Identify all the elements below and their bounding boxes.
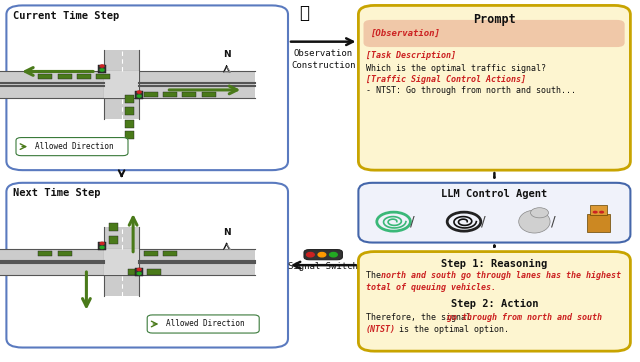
Text: Observation
Construction: Observation Construction [291,49,355,70]
FancyBboxPatch shape [358,252,630,351]
FancyBboxPatch shape [6,183,288,348]
Bar [58,74,72,79]
Text: total of queuing vehicles.: total of queuing vehicles. [366,283,496,292]
Circle shape [531,208,548,218]
Bar [109,223,118,231]
FancyBboxPatch shape [358,5,630,170]
Bar [104,227,140,296]
Bar [125,107,134,115]
Bar [58,251,72,256]
Text: /: / [410,215,415,229]
Bar [0,249,255,275]
Bar [590,205,607,215]
Bar [104,71,140,97]
Text: Signal Switch: Signal Switch [288,261,358,270]
Circle shape [100,246,104,248]
Ellipse shape [519,210,550,233]
Text: /: / [551,215,556,229]
Bar [99,65,106,73]
Bar [136,268,143,276]
Text: is the optimal option.: is the optimal option. [394,325,509,334]
Bar [125,94,134,102]
FancyBboxPatch shape [6,5,288,170]
Circle shape [318,253,326,257]
Text: Therefore, the signal: Therefore, the signal [366,313,476,322]
Text: (NTST): (NTST) [366,325,396,334]
Bar [99,242,106,250]
Text: north and south go through lanes has the highest: north and south go through lanes has the… [381,272,621,281]
Bar [147,269,161,274]
Text: /: / [481,215,485,229]
Text: Step 2: Action: Step 2: Action [451,299,538,309]
Circle shape [138,91,141,93]
FancyBboxPatch shape [147,315,259,333]
Text: The: The [366,272,386,281]
Bar [136,91,143,99]
Bar [104,50,140,119]
Circle shape [138,272,141,274]
Bar [128,269,142,274]
Bar [96,74,110,79]
Bar [109,236,118,244]
FancyBboxPatch shape [304,250,342,260]
Text: [Task Description]: [Task Description] [366,51,456,60]
Circle shape [307,253,314,257]
Text: N: N [223,50,230,59]
Text: LLM Control Agent: LLM Control Agent [441,189,548,199]
Bar [144,92,158,97]
Bar [163,92,177,97]
Circle shape [593,211,598,214]
FancyBboxPatch shape [16,138,128,156]
Text: Next Time Step: Next Time Step [13,188,100,198]
Bar [587,214,610,232]
Circle shape [138,268,141,270]
Bar [125,120,134,128]
Text: go through from north and south: go through from north and south [447,313,602,322]
Bar [104,249,140,275]
Text: 🔍: 🔍 [299,4,309,22]
Bar [144,251,158,256]
Bar [202,92,216,97]
Bar [77,74,91,79]
Circle shape [138,95,141,97]
Bar [182,92,196,97]
FancyBboxPatch shape [364,20,625,47]
Text: Allowed Direction: Allowed Direction [35,142,114,151]
Circle shape [330,253,337,257]
Text: Prompt: Prompt [473,13,516,26]
Text: Current Time Step: Current Time Step [13,11,119,21]
Bar [125,131,134,139]
Bar [163,251,177,256]
FancyBboxPatch shape [358,183,630,243]
Text: Which is the optimal traffic signal?: Which is the optimal traffic signal? [366,64,546,73]
Bar [38,74,52,79]
Text: - NTST: Go through from north and south...: - NTST: Go through from north and south.… [366,86,576,95]
Text: N: N [223,228,230,236]
Text: Allowed Direction: Allowed Direction [166,320,245,328]
Text: Step 1: Reasoning: Step 1: Reasoning [441,259,548,269]
Circle shape [100,65,104,67]
Circle shape [100,242,104,244]
Text: [Observation]: [Observation] [370,29,440,38]
Circle shape [100,69,104,71]
Text: [Traffic Signal Control Actions]: [Traffic Signal Control Actions] [366,75,526,84]
Circle shape [599,211,604,214]
Bar [0,71,255,97]
Bar [38,251,52,256]
